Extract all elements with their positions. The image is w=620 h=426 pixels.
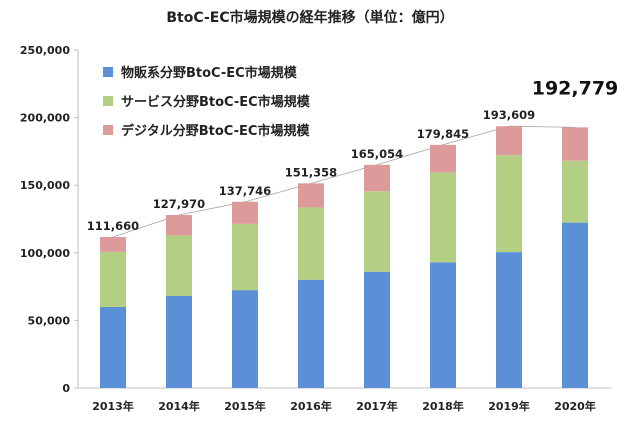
bar-segment-series-1 [364, 271, 390, 388]
legend: 物販系分野BtoC-EC市場規模サービス分野BtoC-EC市場規模デジタル分野B… [103, 65, 311, 139]
x-tick-label: 2014年 [158, 399, 200, 413]
total-label: 111,660 [87, 219, 139, 233]
total-label: 151,358 [285, 165, 337, 179]
bar-segment-series-3 [298, 183, 324, 208]
bar-segment-series-1 [430, 262, 456, 388]
y-tick-label: 150,000 [20, 179, 70, 192]
bar-segment-series-2 [100, 251, 126, 307]
bar-segment-series-3 [430, 144, 456, 173]
x-tick-label: 2019年 [488, 399, 530, 413]
x-tick-label: 2015年 [224, 399, 266, 413]
total-label: 165,054 [351, 147, 403, 161]
x-tick-label: 2017年 [356, 399, 398, 413]
legend-label: サービス分野BtoC-EC市場規模 [121, 94, 311, 110]
bar-segment-series-2 [496, 155, 522, 253]
bar-segment-series-1 [298, 279, 324, 388]
total-label: 193,609 [483, 108, 535, 122]
y-tick-label: 200,000 [20, 112, 70, 125]
bar-segment-series-1 [562, 222, 588, 388]
bar-segment-series-3 [364, 164, 390, 192]
x-tick-label: 2013年 [92, 399, 134, 413]
bar-segment-series-2 [166, 235, 192, 297]
total-label: 127,970 [153, 197, 205, 211]
bar-segment-series-2 [364, 191, 390, 272]
x-tick-label: 2020年 [554, 399, 596, 413]
bar-segment-series-3 [166, 214, 192, 236]
chart-title: BtoC-EC市場規模の経年推移（単位：億円） [166, 9, 453, 26]
y-tick-label: 100,000 [20, 247, 70, 260]
bar-segment-series-3 [496, 126, 522, 156]
legend-label: デジタル分野BtoC-EC市場規模 [121, 123, 310, 139]
x-tick-label: 2018年 [422, 399, 464, 413]
y-tick-label: 0 [62, 382, 70, 395]
bar-segment-series-3 [100, 237, 126, 252]
total-label: 137,746 [219, 184, 271, 198]
y-tick-label: 250,000 [20, 44, 70, 57]
legend-label: 物販系分野BtoC-EC市場規模 [121, 65, 298, 81]
bar-segment-series-2 [298, 207, 324, 280]
total-label: 192,779 [532, 77, 619, 99]
bar-segment-series-2 [232, 223, 258, 291]
legend-swatch [103, 67, 113, 77]
bar-segment-series-2 [430, 172, 456, 263]
bar-segment-series-1 [496, 252, 522, 388]
bar-segment-series-1 [100, 306, 126, 388]
legend-swatch [103, 125, 113, 135]
plot-area: 0 50,000 100,000 150,000 200,000 250,000 2013年… [20, 44, 618, 413]
bar-segment-series-3 [232, 201, 258, 224]
total-label: 179,845 [417, 127, 469, 141]
x-tick-label: 2016年 [290, 399, 332, 413]
y-tick-label: 50,000 [28, 314, 71, 327]
bar-segment-series-2 [562, 160, 588, 223]
legend-swatch [103, 96, 113, 106]
bar-segment-series-3 [562, 127, 588, 161]
bar-segment-series-1 [166, 296, 192, 388]
bar-segment-series-1 [232, 290, 258, 388]
